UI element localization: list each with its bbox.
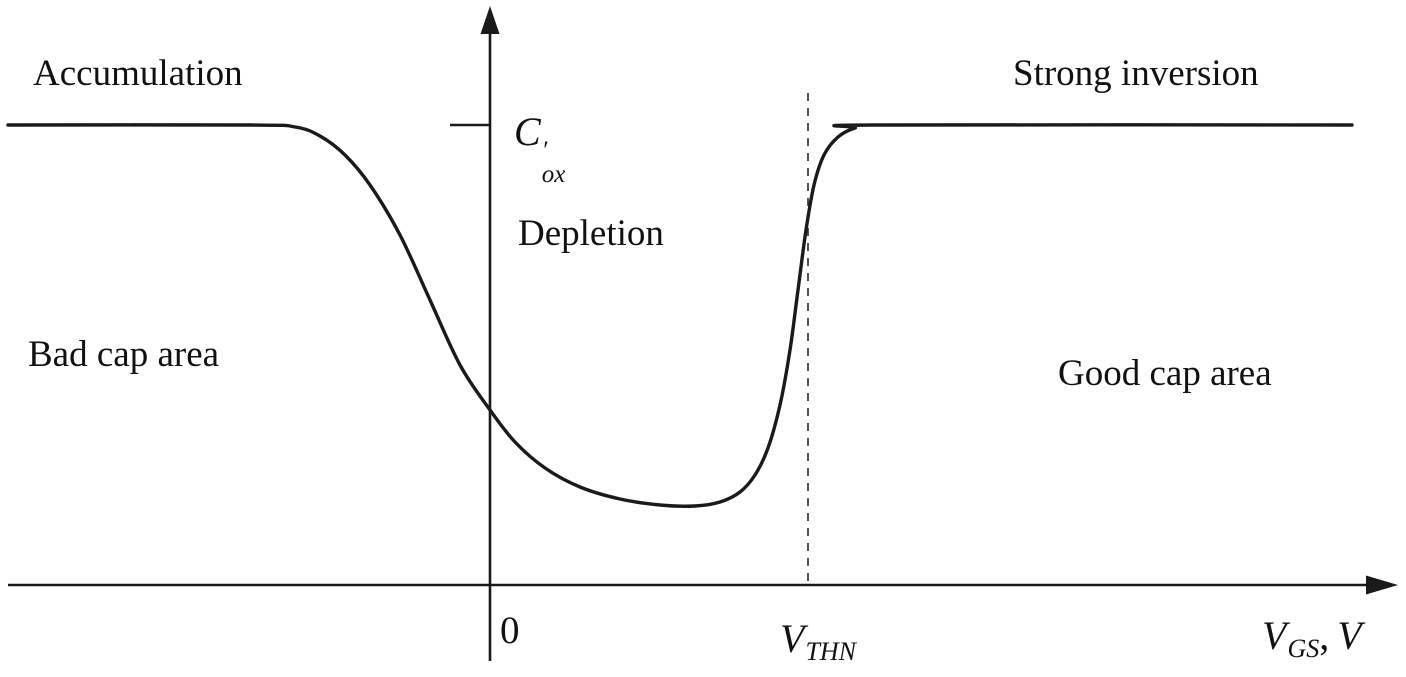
- x-axis-title: VGS, V: [1262, 612, 1362, 662]
- x-axis-comma: ,: [1319, 613, 1330, 658]
- depletion-label: Depletion: [518, 213, 664, 254]
- origin-tick-label: 0: [500, 609, 520, 652]
- good-cap-area-label: Good cap area: [1058, 353, 1272, 394]
- y-axis-arrowhead-icon: [480, 6, 500, 34]
- vthn-tick-label: VTHN: [780, 615, 856, 665]
- cox-prime-sub: ′ ox: [541, 137, 566, 188]
- strong-inversion-label: Strong inversion: [1013, 53, 1259, 94]
- vgs-subscript: GS: [1287, 634, 1320, 663]
- vthn-subscript: THN: [805, 637, 857, 666]
- cox-label: C ′ ox: [514, 108, 565, 187]
- bad-cap-area-label: Bad cap area: [28, 334, 220, 375]
- vgs-symbol: V: [1262, 613, 1287, 658]
- x-axis-unit: V: [1337, 613, 1362, 658]
- cv-curve: [6, 123, 1354, 508]
- cox-symbol: C: [514, 109, 541, 154]
- x-axis-arrowhead-icon: [1366, 575, 1398, 595]
- accumulation-label: Accumulation: [33, 53, 243, 94]
- vthn-symbol: V: [780, 616, 805, 661]
